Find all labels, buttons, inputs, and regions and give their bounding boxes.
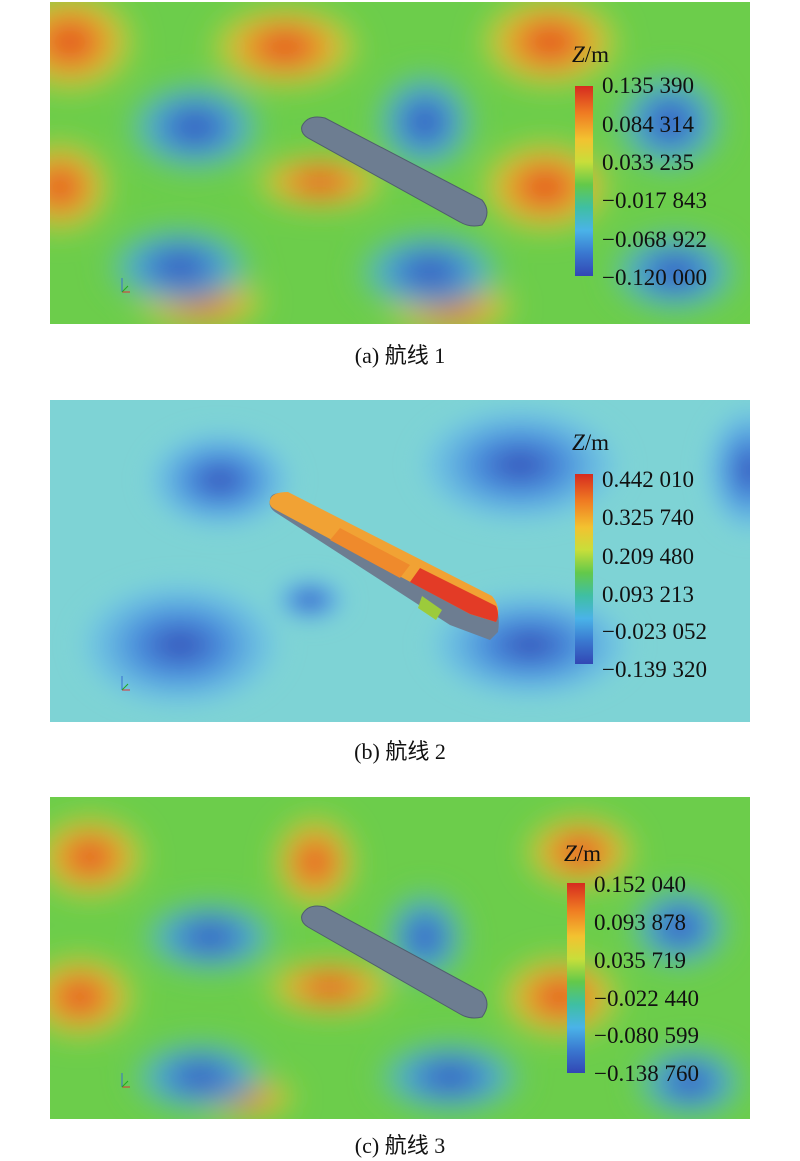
legend-tick: −0.138 760: [594, 1061, 699, 1086]
legend-tick: −0.023 052: [602, 619, 707, 644]
legend-tick: 0.033 235: [602, 150, 694, 175]
legend-tick: 0.084 314: [602, 112, 694, 137]
panel-c: Z/m 0.152 040 0.093 878 0.035 719 −0.022…: [50, 797, 750, 1119]
caption-a: (a) 航线 1: [354, 343, 446, 368]
legend-tick: 0.093 878: [594, 910, 686, 935]
caption-b: (b) 航线 2: [354, 739, 446, 764]
legend-tick: −0.120 000: [602, 265, 707, 290]
legend-tick: 0.035 719: [594, 948, 686, 973]
legend-tick: −0.017 843: [602, 188, 707, 213]
legend-tick: 0.442 010: [602, 467, 694, 492]
legend-tick: 0.325 740: [602, 505, 694, 530]
axes-triad-icon: [121, 676, 130, 691]
panel-a: Z/m 0.135 390 0.084 314 0.033 235 −0.017…: [50, 2, 750, 324]
wave-field-c: [50, 797, 750, 1119]
legend-title: Z/m: [572, 430, 610, 455]
wave-field-b: [50, 400, 750, 722]
axes-triad-icon: [121, 278, 130, 293]
wave-field-a: [50, 2, 750, 324]
legend-tick: −0.022 440: [594, 986, 699, 1011]
legend-tick: 0.209 480: [602, 544, 694, 569]
legend-tick: 0.152 040: [594, 872, 686, 897]
ship-hull-b: [269, 492, 499, 640]
ship-hull-a: [301, 116, 488, 227]
legend-tick: −0.068 922: [602, 227, 707, 252]
legend-title: Z/m: [572, 42, 610, 67]
legend-tick: −0.080 599: [594, 1023, 699, 1048]
color-bar: [567, 883, 585, 1073]
caption-c: (c) 航线 3: [354, 1133, 446, 1158]
legend-title: Z/m: [564, 841, 602, 866]
axes-triad-icon: [121, 1073, 130, 1088]
panel-b: Z/m 0.442 010 0.325 740 0.209 480 0.093 …: [50, 400, 750, 722]
legend-tick: 0.093 213: [602, 582, 694, 607]
legend-tick: −0.139 320: [602, 657, 707, 682]
ship-hull-c: [301, 905, 488, 1019]
color-bar: [575, 86, 593, 276]
legend-tick: 0.135 390: [602, 73, 694, 98]
color-bar: [575, 474, 593, 664]
